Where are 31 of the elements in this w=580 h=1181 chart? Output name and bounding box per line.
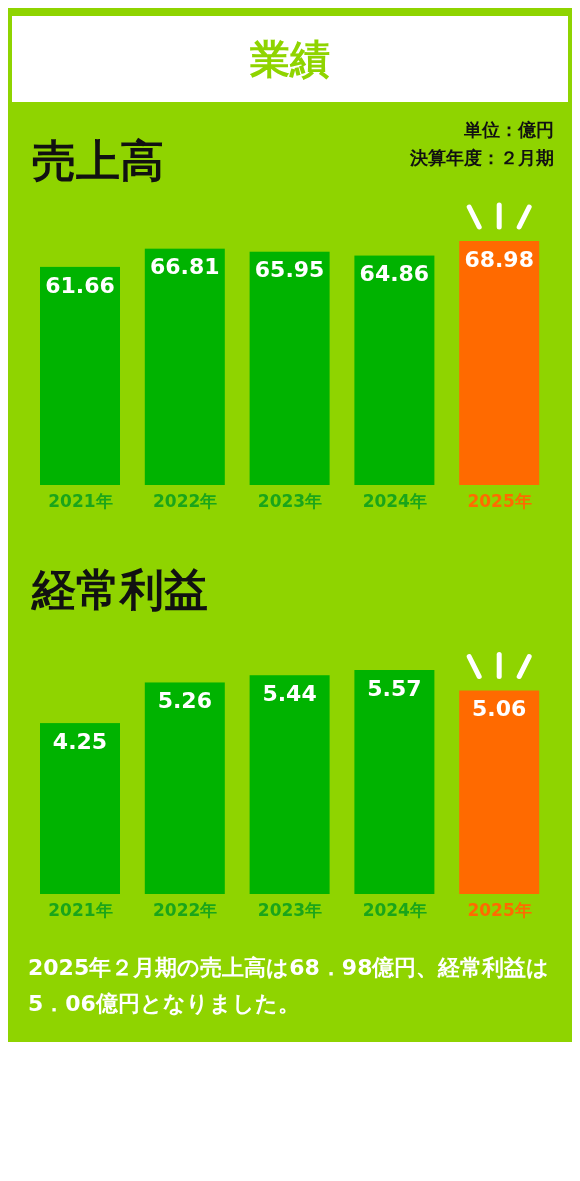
x-tick-label: 2025年	[467, 491, 532, 511]
chart-title: 売上高	[32, 135, 164, 186]
text: 2025年２月期の売上高は68．98億円、経常利益は5．06億円となりました。	[28, 954, 551, 1018]
data-label: 5.44	[262, 680, 317, 706]
bar	[144, 682, 225, 894]
data-label: 61.66	[45, 272, 115, 298]
x-tick-label: 2022年	[153, 900, 218, 920]
text: 単位：億円	[464, 119, 554, 140]
data-label: 5.06	[472, 696, 527, 722]
data-label: 5.57	[367, 675, 422, 701]
text: 決算年度：２月期	[410, 147, 554, 168]
text: 業績	[12, 16, 568, 102]
x-tick-label: 2025年	[467, 900, 532, 920]
data-label: 5.26	[157, 688, 212, 714]
x-tick-label: 2023年	[257, 491, 323, 511]
data-label: 64.86	[359, 261, 430, 287]
data-label: 65.95	[254, 257, 325, 283]
bar	[249, 675, 330, 894]
chart-title: 経常利益	[30, 563, 209, 617]
x-tick-label: 2021年	[48, 900, 113, 920]
data-label: 68.98	[464, 246, 534, 272]
x-tick-label: 2024年	[362, 900, 427, 920]
bar	[354, 670, 435, 894]
x-tick-label: 2024年	[362, 491, 427, 511]
bar	[40, 723, 120, 894]
bar	[459, 690, 540, 894]
x-tick-label: 2022年	[153, 491, 218, 511]
x-tick-label: 2023年	[257, 900, 323, 920]
data-label: 66.81	[150, 254, 220, 280]
x-tick-label: 2021年	[48, 491, 113, 511]
data-label: 4.25	[52, 728, 108, 754]
